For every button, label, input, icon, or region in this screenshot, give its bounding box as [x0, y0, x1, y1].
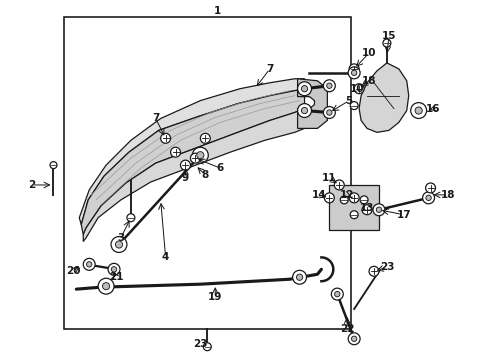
Polygon shape	[79, 79, 305, 225]
Circle shape	[350, 211, 358, 219]
Text: 2: 2	[28, 180, 35, 190]
Circle shape	[193, 147, 208, 163]
Polygon shape	[81, 89, 305, 235]
Circle shape	[348, 333, 360, 345]
Circle shape	[426, 183, 436, 193]
Circle shape	[351, 70, 357, 76]
Circle shape	[323, 80, 335, 92]
Text: 5: 5	[345, 96, 353, 105]
Text: 18: 18	[441, 190, 456, 200]
Circle shape	[411, 103, 427, 118]
Polygon shape	[329, 185, 379, 230]
Circle shape	[360, 196, 368, 204]
Text: 17: 17	[396, 210, 411, 220]
Text: 9: 9	[182, 173, 189, 183]
Circle shape	[426, 195, 431, 201]
Circle shape	[191, 153, 200, 163]
Text: 11: 11	[322, 173, 337, 183]
Circle shape	[348, 67, 360, 79]
Circle shape	[83, 258, 95, 270]
Text: 19: 19	[208, 292, 222, 302]
Circle shape	[50, 162, 57, 168]
Circle shape	[415, 107, 422, 114]
Circle shape	[334, 180, 344, 190]
Circle shape	[171, 147, 180, 157]
Circle shape	[127, 214, 135, 222]
Text: 8: 8	[202, 170, 209, 180]
Circle shape	[301, 86, 308, 92]
Circle shape	[373, 204, 385, 216]
Text: 7: 7	[266, 64, 273, 74]
Text: 20: 20	[66, 266, 80, 276]
Text: 1: 1	[214, 6, 221, 16]
Text: 12: 12	[340, 190, 354, 200]
Circle shape	[331, 288, 343, 300]
Circle shape	[301, 107, 308, 114]
Circle shape	[354, 84, 364, 94]
Circle shape	[340, 196, 348, 204]
Circle shape	[350, 102, 358, 109]
Circle shape	[297, 104, 312, 117]
Circle shape	[200, 133, 210, 143]
Circle shape	[422, 192, 435, 204]
Text: 4: 4	[162, 252, 170, 262]
Polygon shape	[83, 109, 305, 242]
Circle shape	[376, 207, 382, 212]
Text: 23: 23	[193, 339, 208, 349]
Circle shape	[180, 160, 191, 170]
Circle shape	[324, 193, 334, 203]
Circle shape	[323, 107, 335, 118]
Text: 16: 16	[426, 104, 441, 113]
Circle shape	[161, 133, 171, 143]
Circle shape	[108, 264, 120, 275]
Circle shape	[98, 278, 114, 294]
Circle shape	[362, 205, 372, 215]
Circle shape	[327, 83, 332, 89]
Text: 21: 21	[109, 272, 123, 282]
Text: 15: 15	[382, 31, 396, 41]
Text: 10: 10	[362, 48, 376, 58]
Text: 7: 7	[152, 113, 159, 123]
Circle shape	[293, 270, 307, 284]
Text: 13: 13	[360, 203, 374, 213]
Circle shape	[383, 39, 391, 47]
Circle shape	[297, 82, 312, 96]
Circle shape	[116, 241, 122, 248]
Circle shape	[197, 152, 204, 159]
Circle shape	[369, 266, 379, 276]
Circle shape	[335, 292, 340, 297]
Circle shape	[327, 110, 332, 115]
Polygon shape	[297, 79, 327, 129]
Text: 18: 18	[362, 76, 376, 86]
Circle shape	[349, 193, 359, 203]
Circle shape	[351, 336, 357, 341]
Text: 6: 6	[217, 163, 224, 173]
Circle shape	[203, 343, 211, 351]
Circle shape	[296, 274, 303, 280]
Polygon shape	[359, 63, 409, 132]
Text: 23: 23	[380, 262, 394, 272]
Text: 3: 3	[117, 233, 124, 243]
Circle shape	[111, 237, 127, 252]
Text: 22: 22	[340, 324, 354, 334]
Circle shape	[111, 267, 117, 272]
Text: 14: 14	[312, 190, 327, 200]
Circle shape	[102, 283, 110, 290]
Text: 10: 10	[350, 84, 365, 94]
Circle shape	[349, 64, 359, 74]
Bar	[64, 17, 351, 329]
Circle shape	[87, 262, 92, 267]
